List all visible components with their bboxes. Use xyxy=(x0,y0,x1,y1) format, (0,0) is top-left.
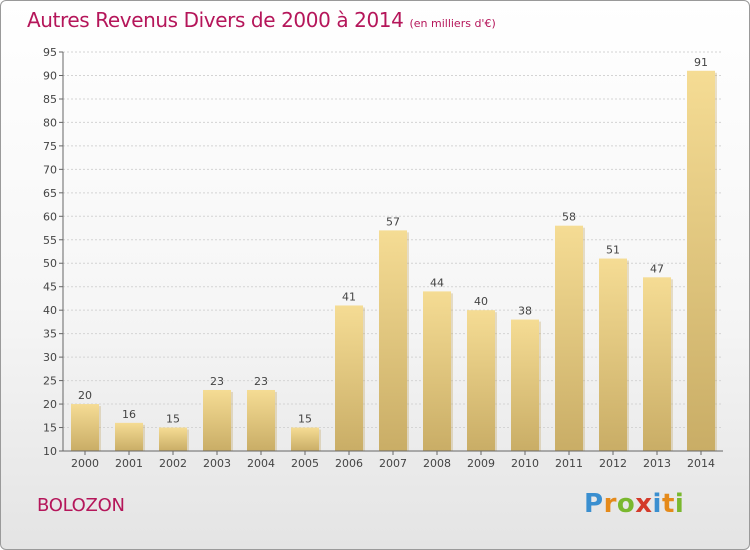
y-tick-label: 55 xyxy=(43,234,57,247)
data-label: 41 xyxy=(342,290,356,303)
x-tick-label: 2006 xyxy=(335,457,363,470)
logo-letter: t xyxy=(661,489,675,519)
y-tick-label: 95 xyxy=(43,46,57,59)
x-tick-label: 2007 xyxy=(379,457,407,470)
y-tick-label: 40 xyxy=(43,304,57,317)
data-label: 44 xyxy=(430,276,444,289)
bar xyxy=(335,305,363,451)
bar xyxy=(203,389,231,451)
data-label: 51 xyxy=(606,244,620,257)
location-name: BOLOZON xyxy=(37,495,125,516)
x-tick-label: 2010 xyxy=(511,457,539,470)
bar xyxy=(599,258,627,451)
y-tick-label: 70 xyxy=(43,163,57,176)
data-label: 23 xyxy=(210,375,224,388)
x-tick-label: 2002 xyxy=(159,457,187,470)
data-label: 15 xyxy=(298,413,312,426)
y-tick-label: 20 xyxy=(43,398,57,411)
data-label: 47 xyxy=(650,262,664,275)
x-tick-label: 2011 xyxy=(555,457,583,470)
x-tick-label: 2001 xyxy=(115,457,143,470)
logo-letter: P xyxy=(584,489,604,519)
y-tick-label: 65 xyxy=(43,187,57,200)
y-tick-label: 45 xyxy=(43,281,57,294)
bar xyxy=(555,225,583,451)
logo-letter: i xyxy=(652,489,662,519)
y-tick-label: 80 xyxy=(43,116,57,129)
data-label: 40 xyxy=(474,295,488,308)
y-tick-label: 75 xyxy=(43,140,57,153)
data-label: 57 xyxy=(386,215,400,228)
bar xyxy=(511,319,539,451)
y-tick-label: 15 xyxy=(43,422,57,435)
y-tick-label: 10 xyxy=(43,445,57,458)
x-tick-label: 2003 xyxy=(203,457,231,470)
logo-letter: r xyxy=(603,489,617,519)
data-label: 23 xyxy=(254,375,268,388)
bar xyxy=(687,70,715,451)
data-label: 16 xyxy=(122,408,136,421)
data-label: 15 xyxy=(166,413,180,426)
bar xyxy=(71,404,99,451)
y-tick-label: 90 xyxy=(43,69,57,82)
data-label: 20 xyxy=(78,389,92,402)
logo-letter: o xyxy=(616,489,636,519)
x-tick-label: 2000 xyxy=(71,457,99,470)
y-tick-label: 35 xyxy=(43,328,57,341)
logo-letter: x xyxy=(635,489,653,519)
x-tick-label: 2004 xyxy=(247,457,275,470)
x-tick-label: 2008 xyxy=(423,457,451,470)
x-tick-label: 2009 xyxy=(467,457,495,470)
chart-title-block: Autres Revenus Divers de 2000 à 2014 (en … xyxy=(27,8,496,32)
data-label: 58 xyxy=(562,211,576,224)
bar xyxy=(467,310,495,451)
proxiti-logo: Proxiti xyxy=(584,489,684,519)
bar xyxy=(159,427,187,451)
y-tick-label: 25 xyxy=(43,375,57,388)
y-tick-label: 60 xyxy=(43,210,57,223)
bar xyxy=(423,291,451,451)
chart-title: Autres Revenus Divers de 2000 à 2014 xyxy=(27,8,404,32)
logo-letter: i xyxy=(674,489,685,519)
bar xyxy=(115,422,143,451)
bar xyxy=(379,230,407,451)
bar xyxy=(291,427,319,451)
y-tick-label: 85 xyxy=(43,93,57,106)
x-tick-label: 2013 xyxy=(643,457,671,470)
y-tick-label: 30 xyxy=(43,351,57,364)
data-label: 91 xyxy=(694,56,708,69)
x-tick-label: 2012 xyxy=(599,457,627,470)
x-tick-label: 2014 xyxy=(687,457,715,470)
y-tick-label: 50 xyxy=(43,257,57,270)
x-tick-label: 2005 xyxy=(291,457,319,470)
data-label: 38 xyxy=(518,305,532,318)
chart-subtitle: (en milliers d'€) xyxy=(409,17,496,30)
bar xyxy=(643,277,671,451)
bar xyxy=(247,389,275,451)
